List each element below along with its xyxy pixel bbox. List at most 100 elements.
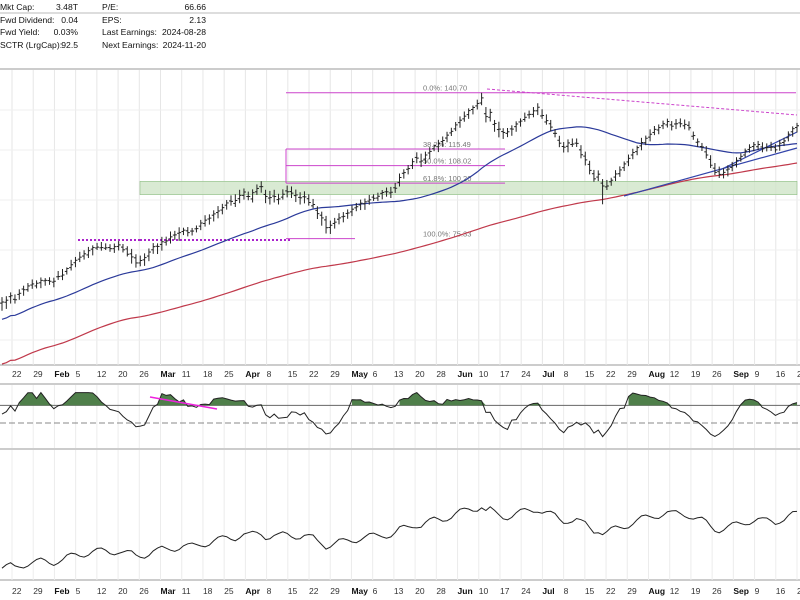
price-bar — [138, 255, 143, 267]
price-bar — [302, 191, 307, 204]
price-bar — [578, 145, 583, 159]
price-bar — [743, 148, 748, 158]
price-bar — [756, 140, 761, 151]
price-bar — [501, 128, 506, 139]
divergence-line — [149, 396, 218, 410]
uptrend-line — [623, 147, 798, 197]
x-tick-label: 17 — [500, 586, 510, 596]
price-bar — [764, 143, 769, 152]
fib-level-label: 61.8%: 100.20 — [423, 174, 471, 183]
fib-level-label: 100.0%: 75.33 — [423, 230, 471, 239]
stat-label: SCTR (LrgCap): — [0, 39, 63, 50]
x-tick-label: 8 — [564, 586, 569, 596]
price-bar — [168, 231, 173, 244]
stat-row: P/E: 66.66 — [102, 2, 206, 14]
price-bar — [190, 227, 195, 236]
moving-average-50-line — [1, 126, 798, 320]
price-bar — [224, 200, 229, 210]
x-tick-label: May — [351, 586, 368, 596]
price-bar — [69, 259, 74, 271]
x-tick-label: 15 — [585, 369, 595, 379]
price-bars — [0, 92, 799, 311]
price-bar — [734, 157, 739, 168]
stat-row: SCTR (LrgCap): 92.5 — [0, 40, 78, 52]
x-tick-label: 29 — [33, 369, 43, 379]
price-bar — [479, 92, 484, 106]
stat-value: 66.66 — [184, 2, 206, 12]
price-bar — [129, 248, 134, 264]
price-bar — [82, 250, 87, 260]
x-tick-label: Jul — [542, 369, 554, 379]
price-bar — [181, 227, 186, 236]
price-bar — [414, 152, 419, 164]
price-bar — [306, 194, 311, 206]
price-bar — [544, 114, 549, 125]
price-bar — [233, 194, 238, 207]
price-bar — [535, 103, 540, 116]
price-bar — [12, 294, 17, 304]
x-tick-label: 17 — [500, 369, 510, 379]
price-bar — [228, 195, 233, 206]
price-bar — [795, 122, 799, 133]
x-tick-label: 24 — [521, 586, 531, 596]
price-bar — [635, 145, 640, 156]
price-bar — [661, 120, 666, 130]
price-bar — [362, 198, 367, 210]
price-bar — [60, 268, 65, 281]
x-tick-label: 28 — [436, 369, 446, 379]
price-bar — [30, 279, 35, 289]
price-bar — [548, 119, 553, 132]
price-bar — [220, 203, 225, 215]
price-bar — [276, 193, 281, 205]
x-tick-label: 29 — [330, 586, 340, 596]
price-bar — [643, 135, 648, 146]
price-bar — [419, 153, 424, 168]
x-tick-label: 23 — [797, 586, 800, 596]
price-bar — [319, 211, 324, 226]
price-bar — [77, 251, 82, 263]
price-bar — [401, 169, 406, 179]
price-bar — [86, 246, 91, 259]
price-bar — [38, 277, 43, 289]
price-bar — [388, 186, 393, 199]
price-bar — [90, 245, 95, 256]
price-bar — [397, 173, 402, 187]
x-tick-label: 18 — [203, 369, 213, 379]
price-bar — [492, 119, 497, 132]
price-bar — [155, 243, 160, 255]
price-bar — [769, 141, 774, 151]
price-bar — [25, 283, 30, 292]
stat-label: Last Earnings: — [102, 27, 157, 37]
price-bar — [496, 121, 501, 138]
price-bar — [587, 160, 592, 175]
x-tick-label: Sep — [733, 369, 749, 379]
x-tick-label: Jun — [458, 369, 473, 379]
price-bar — [596, 170, 601, 182]
price-bar — [695, 138, 700, 147]
price-bar — [648, 129, 653, 142]
x-tick-label: 9 — [755, 586, 760, 596]
price-bar — [358, 199, 363, 211]
price-bar — [241, 188, 246, 200]
price-bar — [669, 121, 674, 131]
fibonacci-retracement: 0.0%: 140.70 38.2%: 115.49 50.0%: 108.02 61… — [285, 84, 796, 240]
x-tick-label: 11 — [182, 369, 191, 379]
price-bar — [462, 111, 467, 122]
price-bar — [64, 267, 69, 275]
x-tick-label: 12 — [670, 586, 680, 596]
price-bar — [445, 131, 450, 143]
x-tick-label: 25 — [224, 369, 234, 379]
price-bar — [95, 242, 100, 251]
x-tick-label: 10 — [479, 369, 489, 379]
price-bar — [427, 147, 432, 160]
price-bar — [250, 189, 255, 203]
price-bar — [4, 296, 9, 309]
x-tick-label: 29 — [330, 369, 340, 379]
price-bar — [120, 243, 125, 253]
stat-label: Next Earnings: — [102, 39, 159, 50]
price-bar — [652, 125, 657, 136]
price-bar — [583, 151, 588, 166]
price-bar — [617, 166, 622, 177]
price-bar — [725, 165, 730, 177]
